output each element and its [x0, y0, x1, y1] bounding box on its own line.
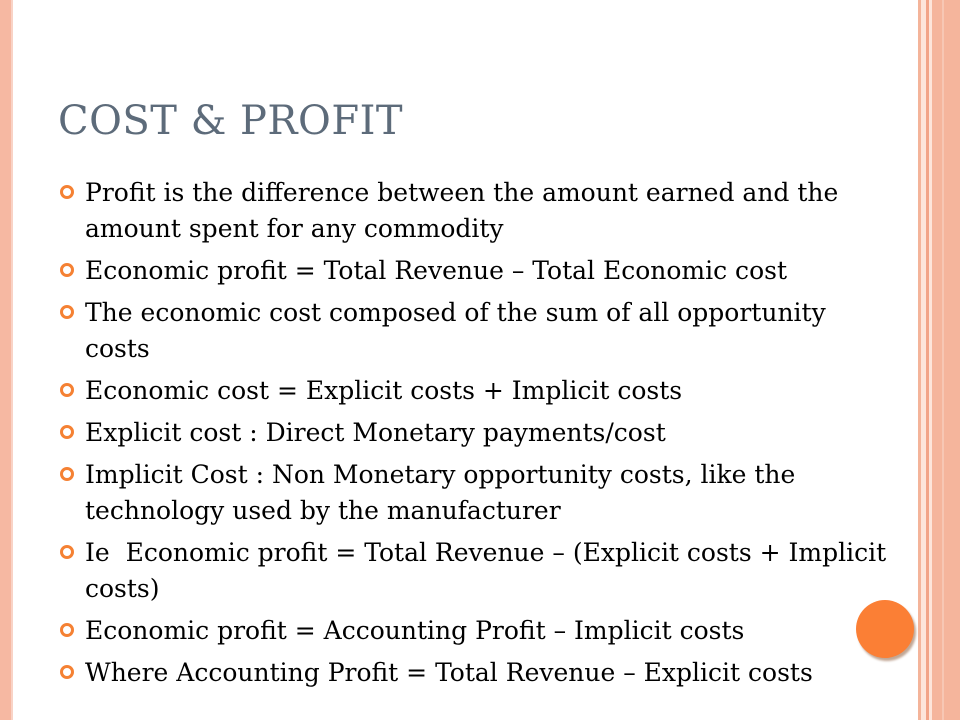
bullet-item: Economic profit = Accounting Profit – Im…: [58, 613, 888, 649]
bullet-text: Ie Economic profit = Total Revenue – (Ex…: [85, 538, 895, 603]
stripe: [921, 0, 926, 720]
stripe: [918, 0, 921, 720]
bullet-item: Implicit Cost : Non Monetary opportunity…: [58, 457, 888, 529]
bullet-item: Where Accounting Profit = Total Revenue …: [58, 655, 888, 691]
slide-title: COST & PROFIT: [58, 98, 404, 144]
bullet-text: Profit is the difference between the amo…: [85, 178, 839, 243]
stripe: [926, 0, 929, 720]
bullet-item: Ie Economic profit = Total Revenue – (Ex…: [58, 535, 888, 607]
bullet-text: Implicit Cost : Non Monetary opportunity…: [85, 460, 796, 525]
hollow-circle-bullet-icon: [60, 623, 74, 637]
bullet-item: The economic cost composed of the sum of…: [58, 295, 888, 367]
bullet-list: Profit is the difference between the amo…: [58, 175, 888, 697]
hollow-circle-bullet-icon: [60, 425, 74, 439]
hollow-circle-bullet-icon: [60, 185, 74, 199]
bullet-text: Where Accounting Profit = Total Revenue …: [85, 658, 813, 687]
accent-circle-decoration: [856, 600, 914, 658]
bullet-item: Profit is the difference between the amo…: [58, 175, 888, 247]
stripe: [929, 0, 932, 720]
bullet-item: Economic cost = Explicit costs + Implici…: [58, 373, 888, 409]
bullet-text: The economic cost composed of the sum of…: [85, 298, 826, 363]
left-border-decoration: [0, 0, 13, 720]
stripe: [942, 0, 944, 720]
hollow-circle-bullet-icon: [60, 545, 74, 559]
stripe: [932, 0, 960, 720]
bullet-item: Economic profit = Total Revenue – Total …: [58, 253, 888, 289]
hollow-circle-bullet-icon: [60, 305, 74, 319]
hollow-circle-bullet-icon: [60, 383, 74, 397]
hollow-circle-bullet-icon: [60, 665, 74, 679]
bullet-item: Explicit cost : Direct Monetary payments…: [58, 415, 888, 451]
bullet-text: Economic profit = Total Revenue – Total …: [85, 256, 787, 285]
right-stripe-decoration: [918, 0, 960, 720]
bullet-text: Economic profit = Accounting Profit – Im…: [85, 616, 745, 645]
bullet-text: Explicit cost : Direct Monetary payments…: [85, 418, 666, 447]
bullet-text: Economic cost = Explicit costs + Implici…: [85, 376, 683, 405]
hollow-circle-bullet-icon: [60, 263, 74, 277]
hollow-circle-bullet-icon: [60, 467, 74, 481]
